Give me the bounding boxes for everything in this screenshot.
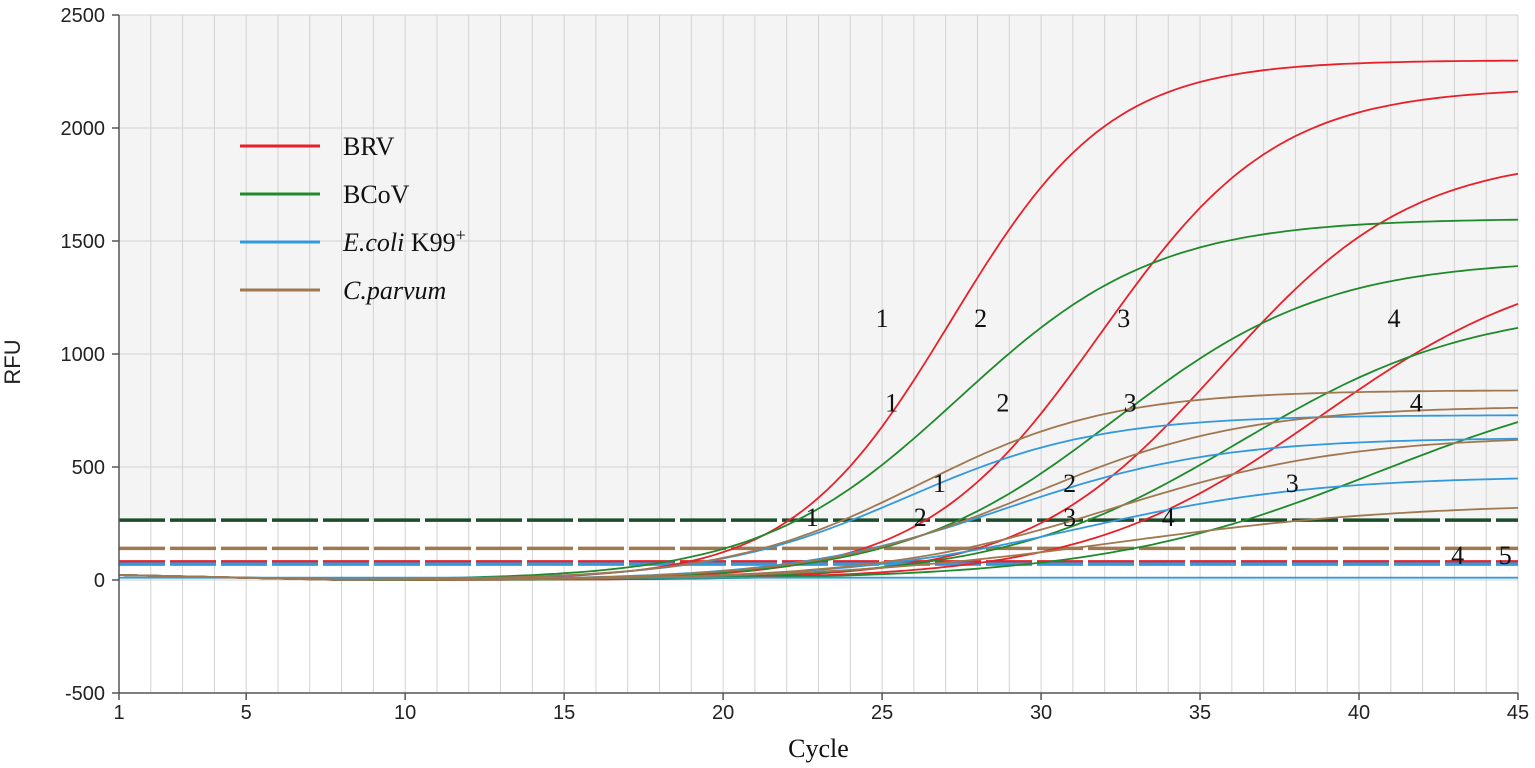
- x-axis-title: Cycle: [788, 734, 849, 763]
- curve-label: 2: [996, 389, 1009, 418]
- y-tick-label: 0: [94, 570, 105, 592]
- curve-label: 2: [914, 503, 927, 532]
- legend: BRV BCoV E.coli K99+ C.parvum: [240, 132, 466, 305]
- x-tick-label: 35: [1189, 702, 1211, 724]
- y-tick-label: 1500: [61, 231, 106, 253]
- curve-label: 3: [1124, 389, 1137, 418]
- x-tick-label: 5: [241, 702, 252, 724]
- legend-label: E.coli K99+: [342, 225, 466, 257]
- curve-annotations: 1 2 3 41 2 3 41 2 31 2 3 44 5: [806, 304, 1512, 570]
- y-axis-title: RFU: [0, 339, 25, 384]
- curve-label: 1: [885, 389, 898, 418]
- x-tick-label: 15: [553, 702, 575, 724]
- curve-label: 2: [1063, 469, 1076, 498]
- curve-label: 1: [876, 304, 889, 333]
- curve-label: 3: [1063, 503, 1076, 532]
- x-tick-label: 30: [1030, 702, 1052, 724]
- curve-label: 4: [1162, 503, 1175, 532]
- legend-label: C.parvum: [343, 276, 446, 305]
- x-tick-label: 1: [113, 702, 124, 724]
- curve-label: 5: [1499, 541, 1512, 570]
- axes: [112, 14, 1519, 700]
- amplification-curves: [118, 59, 1519, 581]
- curve-label: 4: [1410, 389, 1423, 418]
- curve-label: 3: [1117, 304, 1130, 333]
- curve-label: 4: [1451, 541, 1464, 570]
- y-tick-label: 2500: [61, 5, 106, 27]
- x-tick-label: 10: [394, 702, 416, 724]
- x-tick-label: 40: [1348, 702, 1370, 724]
- legend-label: BRV: [343, 132, 395, 161]
- y-tick-label: 2000: [61, 118, 106, 140]
- curve-label: 3: [1286, 469, 1299, 498]
- series-line: [118, 507, 1519, 581]
- y-tick-label: 500: [72, 457, 105, 479]
- y-tick-label: 1000: [61, 344, 106, 366]
- curve-label: 4: [1387, 304, 1400, 333]
- curve-label: 2: [974, 304, 987, 333]
- x-tick-label: 25: [871, 702, 893, 724]
- legend-label: BCoV: [343, 180, 410, 209]
- tick-labels: 1 5 10 15 20 25 30 35 40 45-500050010001500200025…: [61, 5, 1530, 724]
- x-tick-label: 45: [1507, 702, 1529, 724]
- curve-label: 1: [806, 503, 819, 532]
- curve-label: 1: [933, 469, 946, 498]
- y-tick-label: -500: [65, 683, 105, 705]
- x-tick-label: 20: [712, 702, 734, 724]
